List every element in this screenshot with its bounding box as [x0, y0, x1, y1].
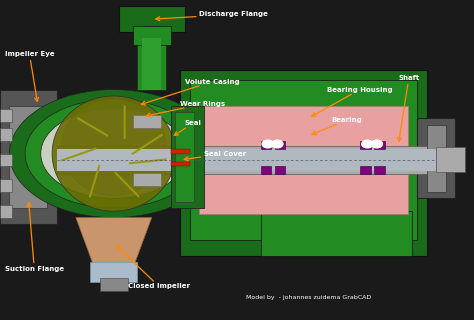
Circle shape — [262, 140, 273, 148]
Ellipse shape — [62, 99, 166, 195]
Circle shape — [362, 140, 373, 148]
Text: Impeller Eye: Impeller Eye — [5, 52, 55, 101]
Bar — [427, 125, 446, 192]
Bar — [133, 115, 161, 128]
Bar — [199, 106, 408, 214]
Text: Volute Casing: Volute Casing — [141, 79, 239, 105]
Text: Seal Cover: Seal Cover — [184, 151, 246, 161]
Bar — [171, 162, 190, 166]
Bar — [190, 80, 417, 240]
Circle shape — [371, 140, 383, 148]
Polygon shape — [76, 218, 152, 269]
Bar — [261, 166, 271, 174]
Bar — [9, 106, 47, 208]
Bar — [100, 278, 128, 291]
Bar — [118, 6, 185, 32]
Bar — [275, 166, 285, 174]
Bar — [275, 141, 285, 149]
Text: Bearing: Bearing — [312, 117, 363, 135]
Text: Model by  - johannes zuidema GrabCAD: Model by - johannes zuidema GrabCAD — [246, 295, 372, 300]
Bar — [436, 147, 465, 172]
Text: Bearing Housing: Bearing Housing — [312, 87, 392, 116]
Text: Closed Impeller: Closed Impeller — [117, 246, 190, 289]
Bar — [360, 141, 371, 149]
Bar — [374, 141, 385, 149]
Text: Discharge Flange: Discharge Flange — [156, 12, 268, 21]
Ellipse shape — [9, 90, 218, 218]
Text: Shaft: Shaft — [398, 76, 419, 141]
Bar — [90, 262, 137, 282]
Circle shape — [272, 140, 283, 148]
Text: Suction Flange: Suction Flange — [5, 203, 64, 272]
Bar — [57, 146, 436, 174]
Bar — [171, 106, 204, 208]
Bar — [175, 112, 194, 202]
Bar — [180, 70, 427, 256]
Ellipse shape — [52, 96, 175, 211]
Bar — [0, 90, 57, 224]
Text: Wear Rings: Wear Rings — [146, 101, 225, 117]
Bar — [360, 166, 371, 174]
Ellipse shape — [25, 99, 202, 208]
Bar — [0, 179, 12, 192]
Bar — [133, 173, 161, 186]
Bar — [137, 38, 166, 90]
Text: Seal: Seal — [174, 120, 202, 135]
Bar — [57, 149, 436, 171]
Bar — [171, 149, 190, 154]
Bar — [0, 109, 12, 122]
Bar — [0, 128, 12, 141]
Bar — [0, 154, 12, 166]
Bar — [133, 26, 171, 45]
Bar — [374, 166, 385, 174]
Bar — [417, 118, 455, 198]
Ellipse shape — [41, 109, 187, 198]
Bar — [0, 205, 12, 218]
Bar — [261, 141, 271, 149]
Bar — [142, 38, 161, 90]
Polygon shape — [261, 211, 412, 256]
